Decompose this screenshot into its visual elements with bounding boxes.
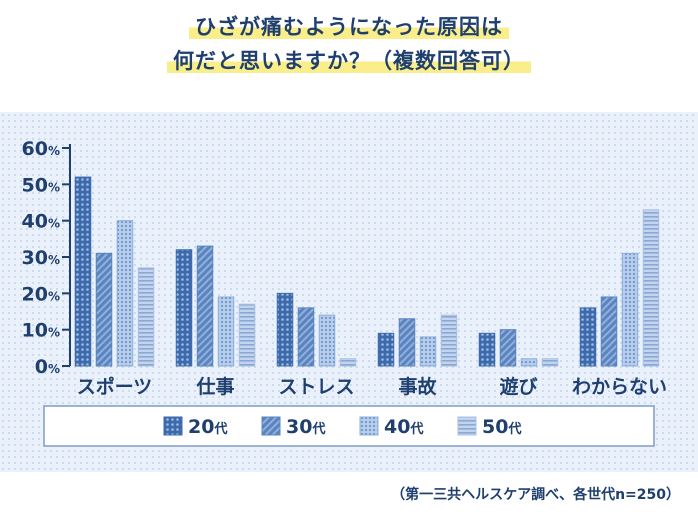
bar-50代	[541, 358, 559, 367]
y-tick-unit: %	[48, 362, 60, 376]
legend-swatch	[163, 416, 183, 436]
y-tick-label: 0%	[35, 356, 60, 378]
bar-20代	[74, 176, 92, 367]
bar-30代	[398, 318, 416, 367]
y-tick-unit: %	[48, 289, 60, 303]
legend-swatch	[457, 416, 477, 436]
y-tick-unit: %	[48, 326, 60, 340]
bar-30代	[297, 307, 315, 367]
bar-20代	[377, 332, 395, 367]
bar-40代	[318, 314, 336, 367]
y-tick-number: 0	[35, 356, 48, 378]
bar-30代	[196, 245, 214, 367]
legend-suffix: 代	[409, 421, 423, 437]
legend-number: 50	[482, 416, 508, 438]
legend-swatch	[261, 416, 281, 436]
bar-40代	[621, 252, 639, 367]
x-tick-label: 事故	[398, 375, 437, 398]
y-tick-number: 40	[22, 211, 48, 233]
bar-30代	[95, 252, 113, 367]
y-tick-label: 30%	[22, 247, 60, 269]
y-tick-label: 10%	[22, 320, 60, 342]
x-tick-label: わからない	[572, 376, 667, 398]
legend-label: 20代	[188, 416, 227, 438]
legend-suffix: 代	[213, 421, 227, 437]
bar-20代	[579, 307, 597, 367]
x-tick-label: 遊び	[499, 375, 537, 398]
bar-40代	[116, 220, 134, 367]
y-tick-number: 20	[22, 283, 48, 305]
x-tick-label: ストレス	[278, 376, 354, 398]
y-tick-unit: %	[48, 217, 60, 231]
y-tick-number: 30	[22, 247, 48, 269]
y-tick-label: 50%	[22, 174, 60, 196]
legend-box	[43, 405, 655, 447]
legend-label: 30代	[286, 416, 325, 438]
y-tick-unit: %	[48, 253, 60, 267]
bar-30代	[600, 296, 618, 367]
legend-label: 50代	[482, 416, 521, 438]
bar-50代	[238, 303, 256, 367]
legend-suffix: 代	[507, 421, 521, 437]
y-tick-label: 60%	[22, 138, 60, 160]
y-tick-unit: %	[48, 144, 60, 158]
bar-50代	[642, 209, 660, 367]
title-line-1: ひざが痛むようになった原因は	[189, 13, 509, 41]
legend-number: 30	[286, 416, 312, 438]
bar-20代	[175, 249, 193, 367]
legend-number: 20	[188, 416, 214, 438]
bar-chart: 0%10%20%30%40%50%60% スポーツ 仕事 ストレス 事故 遊び わからない…	[22, 138, 667, 447]
bar-50代	[339, 358, 357, 367]
chart-title: ひざが痛むようになった原因は 何だと思いますか？（複数回答可）	[0, 10, 698, 100]
legend-suffix: 代	[311, 421, 325, 437]
title-line-2: 何だと思いますか？（複数回答可）	[167, 47, 531, 75]
source-note: （第一三共ヘルスケア調べ、各世代n=250）	[391, 487, 680, 503]
bar-40代	[419, 336, 437, 367]
y-tick-number: 60	[22, 138, 48, 160]
y-tick-number: 50	[22, 174, 48, 196]
bar-50代	[137, 267, 155, 367]
legend-label: 40代	[384, 416, 423, 438]
bar-30代	[499, 329, 517, 367]
y-tick-unit: %	[48, 180, 60, 194]
y-tick-number: 10	[22, 320, 48, 342]
bar-50代	[440, 314, 458, 367]
y-tick-label: 40%	[22, 211, 60, 233]
bar-20代	[276, 292, 294, 367]
bar-40代	[520, 358, 538, 367]
bar-20代	[478, 332, 496, 367]
bar-40代	[217, 296, 235, 367]
legend-swatch	[359, 416, 379, 436]
y-tick-label: 20%	[22, 283, 60, 305]
legend-number: 40	[384, 416, 410, 438]
x-tick-label: スポーツ	[77, 375, 153, 398]
x-tick-label: 仕事	[195, 375, 234, 398]
